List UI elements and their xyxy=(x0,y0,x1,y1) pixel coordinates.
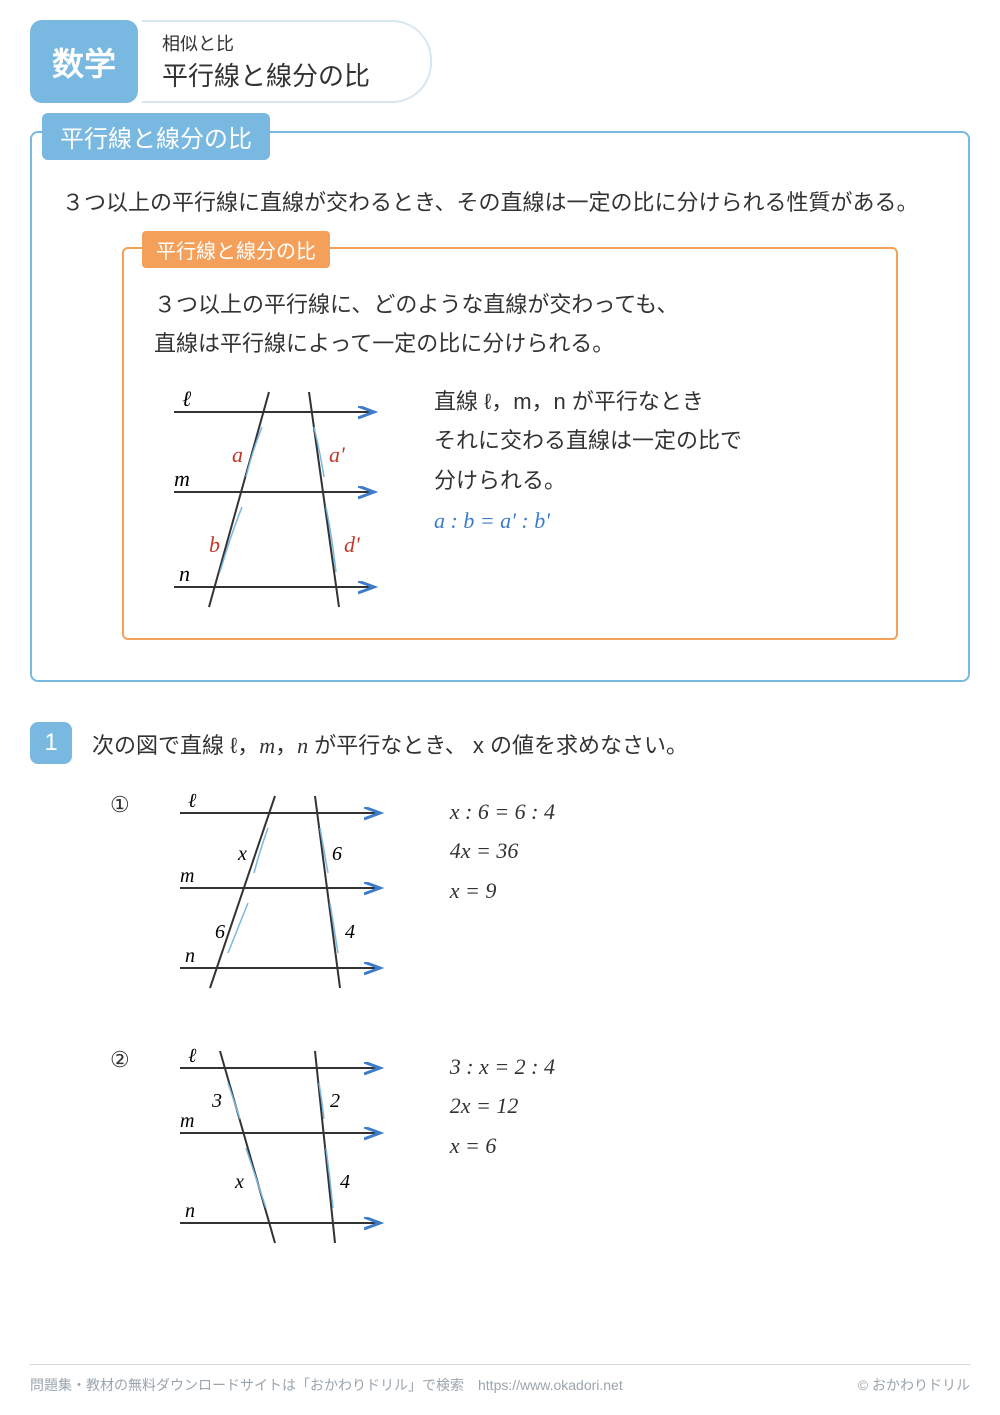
d2-br: 4 xyxy=(340,1171,350,1193)
d1-bl: 6 xyxy=(215,921,225,943)
d1-tl: x xyxy=(237,843,247,865)
d2-m: m xyxy=(180,1110,194,1132)
lbl-n: n xyxy=(179,561,190,586)
subbox-wrap: 平行線と線分の比 ３つ以上の平行線に、どのような直線が交わっても、 直線は平行線… xyxy=(122,247,898,640)
section-intro: ３つ以上の平行線に直線が交わるとき、その直線は一定の比に分けられる性質がある。 xyxy=(62,183,938,223)
d1-n: n xyxy=(185,945,195,967)
diagram-2: ℓ m n 3 2 x 4 xyxy=(160,1043,400,1248)
sol1-1: x : 6 = 6 : 4 xyxy=(450,792,555,832)
lbl-m: m xyxy=(174,466,190,491)
pt-post: が平行なとき、 x の値を求めなさい。 xyxy=(308,733,688,758)
problem-1: 1 次の図で直線 ℓ，m，n が平行なとき、 x の値を求めなさい。 xyxy=(30,722,970,764)
problem-number-badge: 1 xyxy=(30,722,72,764)
header: 数学 相似と比 平行線と線分の比 xyxy=(30,20,970,103)
lbl-d2: d' xyxy=(344,532,360,557)
d1-m: m xyxy=(180,865,194,887)
lbl-l: ℓ xyxy=(182,386,192,411)
pt-n: n xyxy=(297,733,308,758)
diagram-explanation: 直線 ℓ，m，n が平行なとき それに交わる直線は一定の比で 分けられる。 a … xyxy=(434,382,742,540)
footer-left: 問題集・教材の無料ダウンロードサイトは「おかわりドリル」で検索 https://… xyxy=(30,1375,623,1395)
problem-text: 次の図で直線 ℓ，m，n が平行なとき、 x の値を求めなさい。 xyxy=(92,722,688,760)
d2-tl: 3 xyxy=(211,1090,222,1112)
subject-badge: 数学 xyxy=(30,20,138,103)
sub-problem-2: ② ℓ m n 3 2 x 4 3 : x = 2 : 4 xyxy=(110,1043,970,1248)
diagram-1: ℓ m n x 6 6 4 xyxy=(160,788,400,993)
lbl-a: a xyxy=(232,442,243,467)
sol2-2: 2x = 12 xyxy=(450,1086,555,1126)
pt-mid: ， xyxy=(275,733,297,758)
sub-problem-1: ① ℓ m n x 6 6 4 x : 6 = 6 : 4 xyxy=(110,788,970,993)
title-pill: 相似と比 平行線と線分の比 xyxy=(142,20,432,103)
subbox-line1: ３つ以上の平行線に、どのような直線が交わっても、 xyxy=(154,285,866,325)
main-section: 平行線と線分の比 ３つ以上の平行線に直線が交わるとき、その直線は一定の比に分けら… xyxy=(30,131,970,682)
d2-tr: 2 xyxy=(330,1090,340,1112)
footer: 問題集・教材の無料ダウンロードサイトは「おかわりドリル」で検索 https://… xyxy=(30,1364,970,1395)
solution-1: x : 6 = 6 : 4 4x = 36 x = 9 xyxy=(450,788,555,911)
d2-bl: x xyxy=(234,1171,244,1193)
subbox-line2: 直線は平行線によって一定の比に分けられる。 xyxy=(154,324,866,364)
concept-diagram: ℓ m n a a' b d' xyxy=(154,382,394,612)
subbox: ３つ以上の平行線に、どのような直線が交わっても、 直線は平行線によって一定の比に… xyxy=(122,247,898,640)
desc3: 分けられる。 xyxy=(434,461,742,501)
sol2-3: x = 6 xyxy=(450,1126,555,1166)
d1-l: ℓ xyxy=(188,790,197,812)
solution-2: 3 : x = 2 : 4 2x = 12 x = 6 xyxy=(450,1043,555,1166)
lbl-a2: a' xyxy=(329,442,345,467)
section-tab: 平行線と線分の比 xyxy=(42,113,270,160)
d1-tr: 6 xyxy=(332,843,342,865)
circ-2: ② xyxy=(110,1043,130,1073)
desc1: 直線 ℓ，m，n が平行なとき xyxy=(434,382,742,422)
subbox-tab: 平行線と線分の比 xyxy=(142,231,330,268)
d2-n: n xyxy=(185,1200,195,1222)
sol1-2: 4x = 36 xyxy=(450,831,555,871)
d2-l: ℓ xyxy=(188,1045,197,1067)
circ-1: ① xyxy=(110,788,130,818)
pt-m: m xyxy=(259,733,275,758)
sol1-3: x = 9 xyxy=(450,871,555,911)
lbl-b: b xyxy=(209,532,220,557)
d1-br: 4 xyxy=(345,921,355,943)
footer-right: © おかわりドリル xyxy=(858,1375,970,1395)
ratio-formula: a : b = a' : b' xyxy=(434,501,742,541)
sol2-1: 3 : x = 2 : 4 xyxy=(450,1047,555,1087)
topic-big: 平行線と線分の比 xyxy=(162,56,370,93)
desc2: それに交わる直線は一定の比で xyxy=(434,421,742,461)
topic-small: 相似と比 xyxy=(162,30,370,56)
pt-pre: 次の図で直線 ℓ， xyxy=(92,733,259,758)
